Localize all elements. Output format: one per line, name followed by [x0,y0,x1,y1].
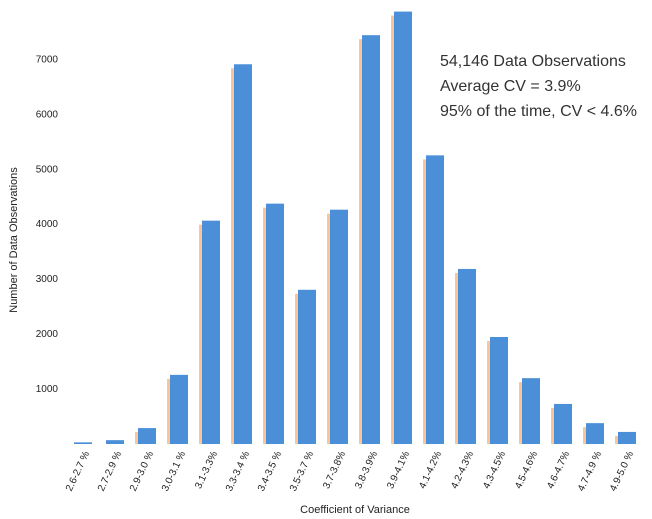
bar [554,403,572,444]
bar [586,423,604,444]
y-tick-label: 1000 [36,384,59,395]
y-tick-label: 5000 [36,164,59,175]
x-tick-label: 4.7-4.9 % [576,450,604,494]
bar [618,431,636,444]
bar [330,209,348,444]
bar [138,428,156,444]
bar [458,268,476,444]
y-axis-label: Number of Data Observations [8,167,20,313]
bar [426,155,444,445]
x-tick-label: 3.1-3.3% [193,450,220,491]
annotation: 95% of the time, CV < 4.6% [440,103,637,120]
x-axis-label: Coefficient of Variance [300,504,410,516]
x-tick-label: 3.0-3.1 % [160,450,188,494]
bar [106,440,124,444]
y-tick-label: 4000 [36,219,59,230]
bar [266,203,284,444]
y-tick-label: 2000 [36,329,59,340]
x-tick-label: 3.4-3.5 % [256,450,284,494]
annotation: Average CV = 3.9% [440,78,581,95]
bar [522,378,540,444]
x-tick-label: 3.8-3.9% [353,450,380,491]
y-tick-label: 3000 [36,274,59,285]
x-tick-label: 3.3-3.4 % [224,450,252,494]
x-tick-label: 2.7-2.9 % [96,450,124,494]
y-tick-label: 6000 [36,109,59,120]
x-tick-label: 4.9-5.0 % [608,450,636,494]
bar [362,35,380,445]
x-tick-label: 4.3-4.5% [481,450,508,491]
x-tick-label: 3.9-4.1% [385,450,412,491]
x-tick-label: 4.2-4.3% [449,450,476,491]
bar [170,374,188,444]
x-tick-label: 3.5-3.7 % [288,450,316,494]
x-tick-label: 3.7-3.8% [321,450,348,491]
x-tick-label: 4.6-4.7% [545,450,572,491]
bar [394,11,412,445]
bar [202,220,220,444]
bar [234,64,252,444]
annotation: 54,146 Data Observations [440,53,626,70]
y-tick-label: 7000 [36,55,59,66]
x-tick-label: 4.5-4.6% [513,450,540,491]
x-tick-label: 2.6-2.7 % [64,450,92,494]
x-tick-label: 2.9-3.0 % [128,450,156,494]
bar [490,336,508,444]
x-tick-label: 4.1-4.2% [417,450,444,491]
bar [298,289,316,444]
bar [74,442,92,444]
